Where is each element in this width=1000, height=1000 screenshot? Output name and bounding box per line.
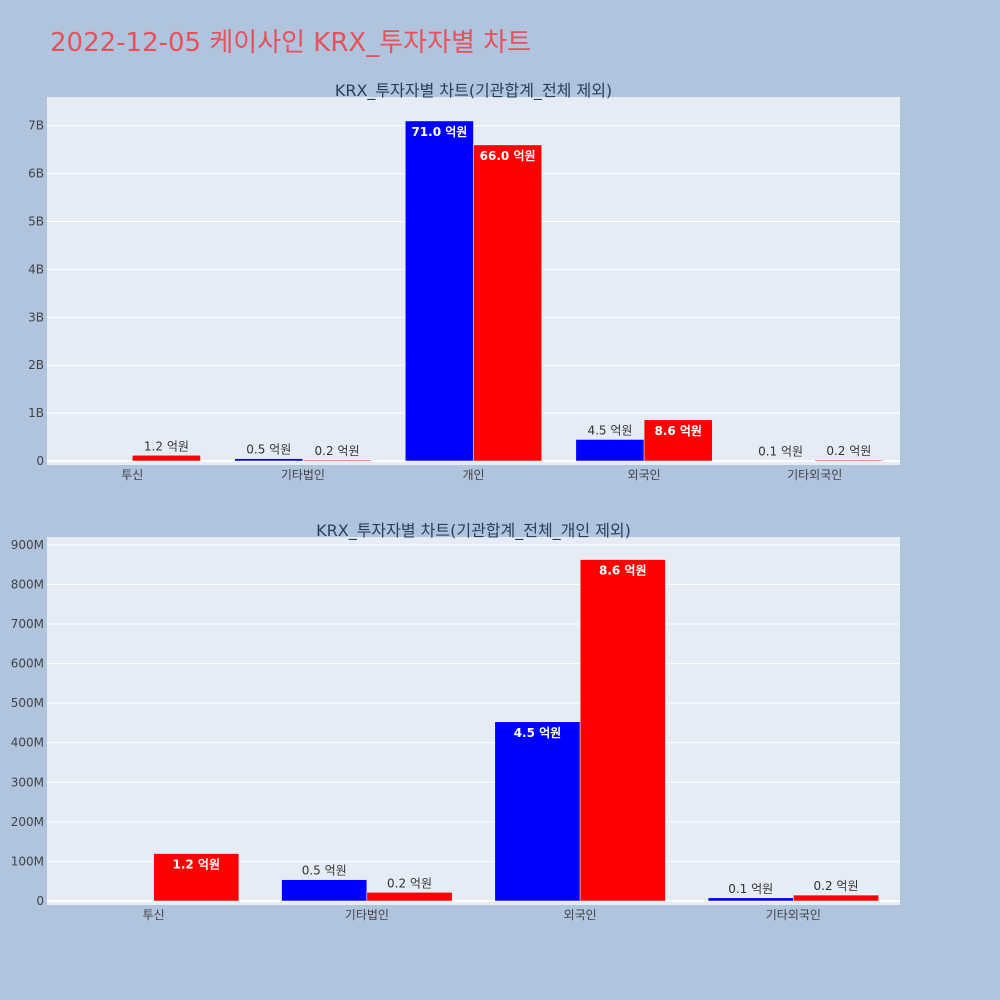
data-label: 0.5 억원 <box>302 864 347 878</box>
y-tick-label: 800M <box>11 577 44 591</box>
data-label: 0.1 억원 <box>758 445 803 459</box>
y-tick-label: 300M <box>11 775 44 789</box>
bar <box>814 459 884 462</box>
y-tick-label: 500M <box>11 696 44 710</box>
x-tick-label: 투신 <box>143 908 165 922</box>
y-tick-label: 600M <box>11 657 44 671</box>
x-tick-label: 외국인 <box>628 468 661 482</box>
y-tick-label: 0 <box>36 454 44 468</box>
chart-title: KRX_투자자별 차트(기관합계_전체 제외) <box>335 81 612 101</box>
y-tick-label: 5B <box>28 215 44 229</box>
data-label: 8.6 억원 <box>599 564 647 578</box>
chart-krx-excluding-institutions-and-individuals: 0 100M 200M 300M 400M 500M 600M 700M 800M 900M KRX… <box>11 521 900 922</box>
y-tick-label: 200M <box>11 815 44 829</box>
bar <box>643 419 713 462</box>
x-tick-label: 개인 <box>462 468 484 482</box>
data-label: 66.0 억원 <box>480 149 536 163</box>
bar <box>405 120 474 462</box>
bar <box>153 853 240 902</box>
data-label: 8.6 억원 <box>654 424 702 438</box>
data-label: 0.2 억원 <box>387 876 432 890</box>
chart-krx-excluding-institutions: 0 1B 2B 3B 4B 5B 6B 7B KRX_투자자별 차트(기관합계_전체 제외) 투신… <box>28 81 900 482</box>
data-label: 0.1 억원 <box>728 882 773 896</box>
bar <box>707 897 794 902</box>
bar <box>302 459 372 462</box>
chart-title: KRX_투자자별 차트(기관합계_전체_개인 제외) <box>316 521 631 541</box>
bar <box>494 721 581 902</box>
data-label: 4.5 억원 <box>587 423 632 437</box>
y-tick-label: 900M <box>11 538 44 552</box>
data-label: 0.5 억원 <box>246 443 291 457</box>
data-label: 1.2 억원 <box>173 858 221 872</box>
bar <box>366 892 453 902</box>
data-label: 0.2 억원 <box>826 444 871 458</box>
y-tick-label: 3B <box>28 310 44 324</box>
bar <box>579 559 666 902</box>
bar <box>793 894 879 902</box>
x-tick-label: 외국인 <box>564 908 597 922</box>
x-tick-label: 기타외국인 <box>787 468 842 482</box>
data-label: 4.5 억원 <box>514 726 562 740</box>
y-tick-label: 6B <box>28 167 44 181</box>
plot-area <box>47 537 900 905</box>
bar <box>473 144 542 462</box>
bar <box>132 455 201 462</box>
y-tick-label: 700M <box>11 617 44 631</box>
bar <box>234 458 304 462</box>
data-label: 0.2 억원 <box>814 879 859 893</box>
y-tick-label: 2B <box>28 358 44 372</box>
bar <box>281 879 368 902</box>
page-title: 2022-12-05 케이사인 KRX_투자자별 차트 <box>50 28 532 58</box>
x-tick-label: 투신 <box>121 468 143 482</box>
y-tick-label: 0 <box>36 894 44 908</box>
y-tick-label: 7B <box>28 119 44 133</box>
data-label: 0.2 억원 <box>315 444 360 458</box>
y-tick-label: 400M <box>11 736 44 750</box>
y-tick-label: 100M <box>11 854 44 868</box>
y-tick-label: 1B <box>28 406 44 420</box>
y-tick-label: 4B <box>28 262 44 276</box>
x-tick-label: 기타법인 <box>281 468 325 482</box>
data-label: 1.2 억원 <box>144 439 189 453</box>
x-tick-label: 기타외국인 <box>766 908 821 922</box>
bar <box>575 439 645 462</box>
x-tick-label: 기타법인 <box>345 908 389 922</box>
data-label: 71.0 억원 <box>411 125 467 139</box>
